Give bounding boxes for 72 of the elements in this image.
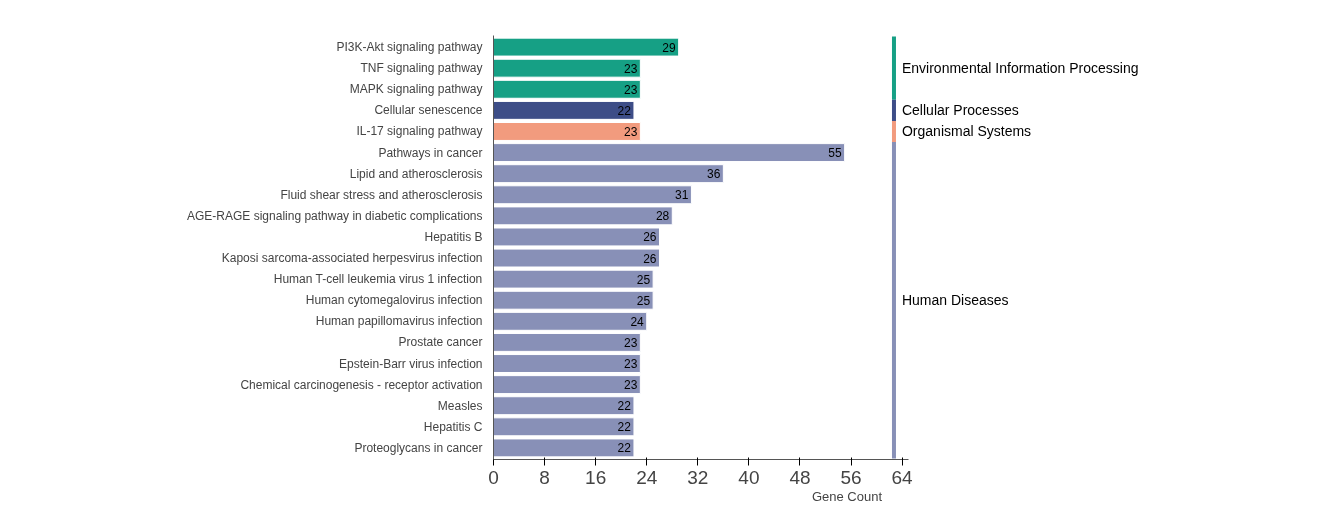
bar xyxy=(493,37,680,57)
y-tick-label: Measles xyxy=(437,398,483,413)
data-label: 23 xyxy=(624,82,638,97)
x-tick-label: 24 xyxy=(636,466,658,488)
data-label: 22 xyxy=(617,399,632,414)
x-tick-label: 48 xyxy=(789,466,811,488)
bar xyxy=(493,311,648,331)
x-tick-label: 8 xyxy=(539,466,550,488)
y-tick-label: Hepatitis B xyxy=(424,229,483,244)
y-tick-label: PI3K-Akt signaling pathway xyxy=(336,40,483,55)
y-tick-label: Cellular senescence xyxy=(374,103,483,118)
data-label: 55 xyxy=(828,146,842,161)
data-label: 25 xyxy=(636,293,651,308)
bar xyxy=(493,58,641,78)
data-label: 22 xyxy=(617,441,632,456)
x-axis-title: Gene Count xyxy=(811,488,883,504)
x-tick-label: 32 xyxy=(687,466,709,488)
bar xyxy=(493,396,635,416)
data-label: 23 xyxy=(624,61,638,76)
bar xyxy=(493,438,635,458)
legend-label: Cellular Processes xyxy=(901,102,1019,119)
text: Environmental Information Processing xyxy=(901,60,1139,77)
x-tick-label: 0 xyxy=(488,466,499,488)
y-tick-label: Hepatitis C xyxy=(423,419,483,434)
y-tick-label: IL-17 signaling pathway xyxy=(356,124,483,139)
y-tick-label: Human cytomegalovirus infection xyxy=(305,293,483,308)
y-tick-label: Fluid shear stress and atherosclerosis xyxy=(280,187,483,202)
y-tick-label: Human T-cell leukemia virus 1 infection xyxy=(273,272,483,287)
bar xyxy=(493,122,641,141)
data-label: 23 xyxy=(624,335,638,350)
y-tick-label: Epstein-Barr virus infection xyxy=(339,356,483,371)
data-label: 22 xyxy=(617,103,632,118)
legend-label: Organismal Systems xyxy=(901,123,1032,140)
bar xyxy=(493,164,724,184)
data-label: 23 xyxy=(624,378,638,393)
y-tick-label: Kaposi sarcoma-associated herpesvirus infection xyxy=(221,251,483,266)
y-tick-label: AGE-RAGE signaling pathway in diabetic complications xyxy=(187,208,483,223)
data-label: 22 xyxy=(617,420,632,435)
bar xyxy=(493,375,641,395)
y-tick-label: Lipid and atherosclerosis xyxy=(349,166,483,181)
data-label: 24 xyxy=(630,314,645,329)
y-tick-label: Chemical carcinogenesis - receptor activation xyxy=(240,377,483,392)
data-label: 26 xyxy=(643,230,657,245)
y-tick-label: Prostate cancer xyxy=(398,335,483,350)
bar xyxy=(493,143,846,163)
data-label: 36 xyxy=(707,167,721,182)
y-tick-label: MAPK signaling pathway xyxy=(349,82,483,97)
bar xyxy=(493,417,635,437)
bar xyxy=(493,185,692,205)
data-label: 31 xyxy=(675,188,689,203)
x-tick-label: 40 xyxy=(738,466,760,488)
data-label: 25 xyxy=(636,272,651,287)
bar xyxy=(493,100,635,120)
bar xyxy=(493,332,641,352)
bar xyxy=(493,269,654,289)
text: Human Diseases xyxy=(901,292,1009,309)
data-label: 26 xyxy=(643,251,657,266)
x-tick-label: 64 xyxy=(891,466,914,488)
bar xyxy=(493,354,641,373)
data-label: 29 xyxy=(662,40,676,55)
bar xyxy=(493,290,654,310)
data-label: 23 xyxy=(624,357,638,372)
x-tick-label: 56 xyxy=(840,466,862,488)
y-tick-label: TNF signaling pathway xyxy=(360,61,483,76)
data-label: 23 xyxy=(624,124,638,139)
y-tick-label: Pathways in cancer xyxy=(378,145,483,160)
x-tick-label: 16 xyxy=(585,466,607,488)
y-tick-label: Proteoglycans in cancer xyxy=(354,440,483,455)
bar xyxy=(493,79,641,99)
data-label: 28 xyxy=(655,209,670,224)
y-tick-label: Human papillomavirus infection xyxy=(315,314,483,329)
bar xyxy=(493,206,673,226)
